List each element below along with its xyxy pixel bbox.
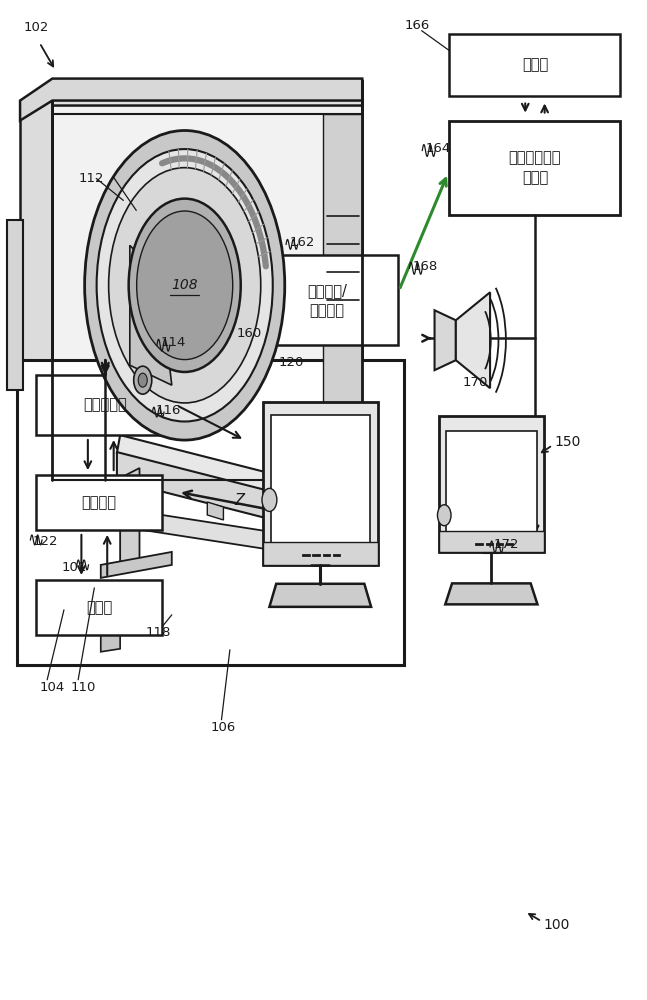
Bar [271, 415, 369, 546]
Bar [36, 475, 162, 530]
Text: 162: 162 [289, 236, 314, 249]
Text: 150: 150 [554, 435, 581, 449]
Text: 存储器: 存储器 [86, 600, 113, 615]
Bar [450, 121, 620, 215]
Polygon shape [101, 552, 172, 578]
Text: 114: 114 [161, 336, 186, 349]
Text: 168: 168 [413, 260, 438, 273]
Bar [439, 416, 544, 552]
Bar [256, 255, 398, 345]
Text: 120: 120 [278, 356, 303, 369]
Text: 170: 170 [463, 376, 488, 389]
Polygon shape [130, 245, 172, 385]
Circle shape [96, 149, 273, 422]
Polygon shape [7, 220, 23, 390]
Circle shape [137, 211, 233, 360]
Polygon shape [159, 597, 340, 647]
Bar [450, 34, 620, 96]
Bar [263, 542, 378, 565]
Text: 164: 164 [426, 142, 451, 155]
Polygon shape [117, 435, 375, 518]
Polygon shape [143, 512, 375, 566]
Bar [52, 81, 362, 480]
Polygon shape [445, 583, 538, 604]
Bar [36, 580, 162, 635]
Polygon shape [456, 292, 490, 388]
Text: 存储器: 存储器 [522, 57, 548, 72]
Polygon shape [324, 114, 362, 480]
Polygon shape [20, 79, 362, 121]
Polygon shape [207, 502, 223, 520]
Bar [36, 375, 175, 435]
Text: 118: 118 [146, 626, 171, 639]
Text: 110: 110 [71, 681, 96, 694]
Circle shape [262, 488, 277, 511]
Bar [439, 531, 544, 552]
Text: 104: 104 [39, 681, 65, 694]
Text: 166: 166 [404, 19, 430, 32]
Polygon shape [117, 452, 375, 546]
Circle shape [85, 131, 285, 440]
Text: 100: 100 [543, 918, 569, 932]
Text: 102: 102 [23, 21, 49, 34]
Circle shape [129, 199, 241, 372]
Circle shape [134, 366, 152, 394]
Circle shape [437, 505, 451, 526]
Text: 101: 101 [62, 561, 87, 574]
Text: 跟踪部件/
标记部件: 跟踪部件/ 标记部件 [307, 283, 347, 318]
Polygon shape [269, 584, 371, 607]
Text: Z: Z [235, 493, 245, 508]
Circle shape [138, 373, 148, 387]
Polygon shape [101, 592, 120, 652]
Bar [263, 402, 378, 565]
Text: 图像处理器: 图像处理器 [83, 398, 127, 413]
Text: 电磁跟踪系统
处理器: 电磁跟踪系统 处理器 [509, 151, 561, 185]
Bar [17, 360, 404, 665]
Polygon shape [101, 577, 340, 613]
Circle shape [109, 168, 261, 403]
Text: 112: 112 [78, 172, 104, 185]
Text: 172: 172 [493, 538, 519, 551]
Text: 用户输入: 用户输入 [82, 495, 116, 510]
Polygon shape [120, 468, 140, 572]
Polygon shape [435, 310, 456, 370]
Polygon shape [20, 101, 52, 480]
Text: 108: 108 [171, 278, 198, 292]
Bar [446, 431, 537, 541]
Text: 106: 106 [210, 721, 236, 734]
Text: 160: 160 [236, 327, 261, 340]
Text: 122: 122 [33, 535, 58, 548]
Text: 116: 116 [156, 404, 181, 417]
Polygon shape [20, 81, 362, 106]
